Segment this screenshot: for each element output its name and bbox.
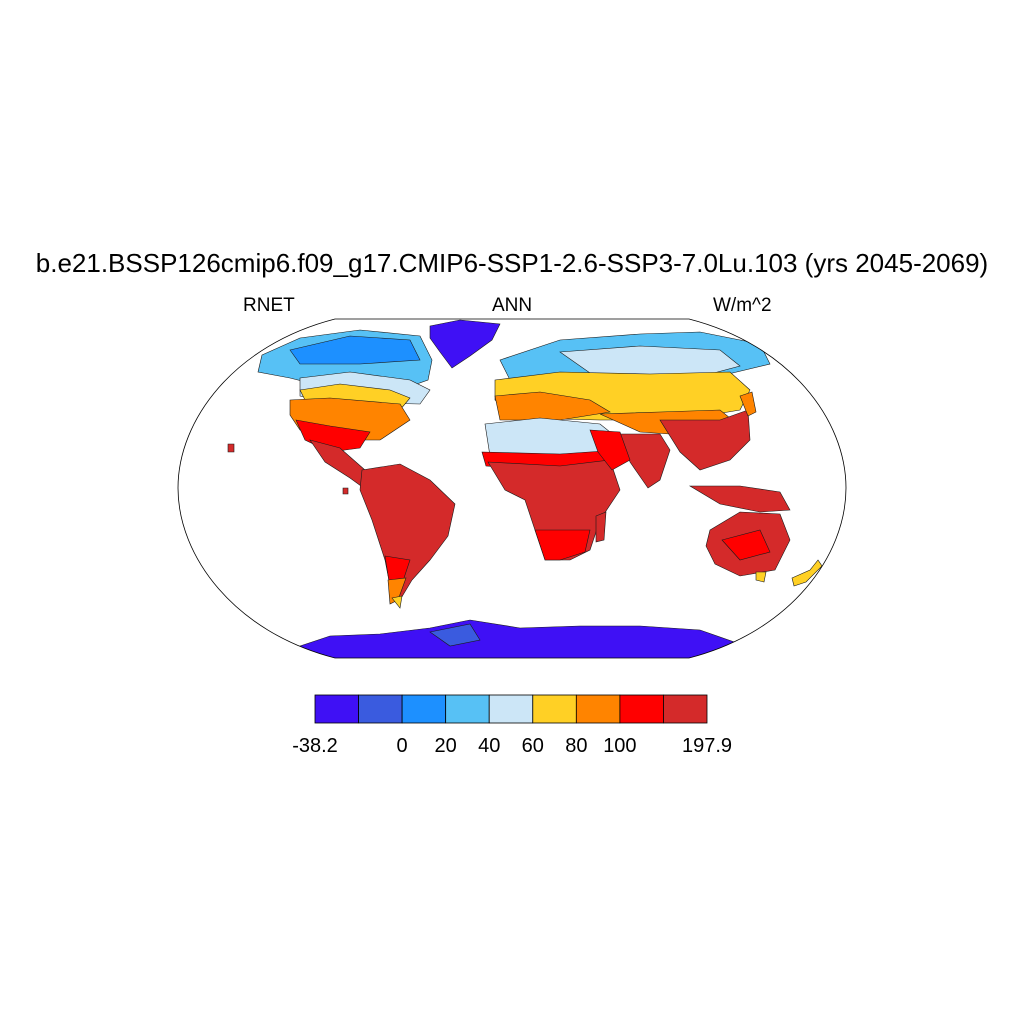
colorbar-box-4 [488, 694, 534, 724]
map-title: b.e21.BSSP126cmip6.f09_g17.CMIP6-SSP1-2.… [35, 248, 989, 278]
land-se-asia [659, 409, 751, 471]
variable-label: RNET [243, 295, 295, 316]
land-hawaii [227, 443, 235, 453]
land-antarctica [299, 619, 741, 658]
colorbar-box-2 [401, 694, 447, 724]
colorbar-box-1 [358, 694, 403, 724]
map-border [177, 318, 847, 659]
colorbar-box-3 [445, 694, 490, 724]
land-australia-inner [721, 529, 771, 561]
colorbar-tick-label: 60 [522, 735, 544, 757]
land-na-arctic-dark [289, 335, 421, 365]
land-antarctica-patch [429, 623, 481, 647]
colorbar-box-7 [619, 694, 664, 724]
land-indonesia [688, 485, 791, 513]
map-fill-layer [227, 319, 823, 658]
colorbar-tick-label: 20 [435, 735, 457, 757]
land-madagascar [595, 511, 607, 543]
land-galapagos [342, 487, 349, 495]
colorbar-box-5 [532, 694, 577, 724]
land-india [619, 433, 671, 489]
land-tasmania [755, 571, 767, 583]
colorbar-tick-label: 40 [478, 735, 500, 757]
land-south-america [359, 463, 456, 601]
season-label: ANN [491, 295, 533, 316]
colorbar-box-8 [663, 694, 708, 724]
colorbar-box-6 [575, 694, 621, 724]
units-label: W/m^2 [713, 295, 772, 316]
land-arabia [589, 429, 631, 471]
colorbar-tick-label: 80 [565, 735, 587, 757]
colorbar-tick-label: 197.9 [682, 735, 732, 757]
colorbar-tick-label: 0 [397, 735, 408, 757]
land-japan [739, 391, 757, 417]
land-patagonia-tip [391, 595, 403, 609]
colorbar-tick-label: -38.2 [292, 735, 338, 757]
colorbar-box-0 [314, 694, 359, 724]
land-europe-south [494, 391, 611, 421]
land-africa-south [534, 529, 591, 561]
land-greenland [429, 319, 501, 369]
colorbar-tick-label: 100 [603, 735, 636, 757]
